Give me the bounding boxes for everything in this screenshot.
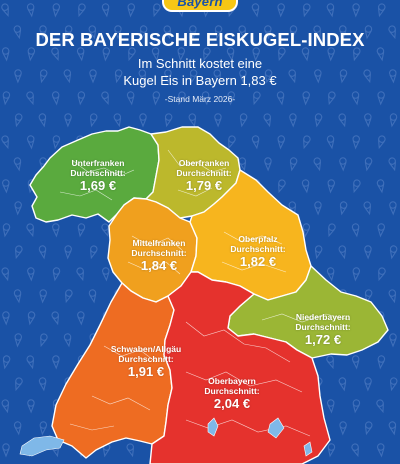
- region-name: Oberfranken: [178, 158, 230, 168]
- region-name: Oberpfalz: [238, 234, 278, 244]
- logo-text: Bayern: [177, 0, 223, 9]
- stand-date: -Stand März 2026-: [164, 94, 236, 104]
- region-name: Niederbayern: [295, 312, 351, 322]
- lake-icon: [19, 417, 313, 457]
- region-name: Oberbayern: [208, 376, 256, 386]
- region-price: 1,69 €: [79, 178, 117, 193]
- region-avg-label: Durchschnitt:: [230, 244, 286, 254]
- region-label-oberfranken: Oberfranken Durchschnitt: 1,79 €: [161, 158, 247, 194]
- region-price: 1,91 €: [127, 364, 165, 379]
- subtitle: Im Schnitt kostet eine Kugel Eis in Baye…: [0, 55, 400, 89]
- region-name: Schwaben/Allgäu: [110, 344, 182, 354]
- region-avg-label: Durchschnitt:: [295, 322, 351, 332]
- region-avg-label: Durchschnitt:: [204, 386, 260, 396]
- region-name: Unterfranken: [71, 158, 125, 168]
- region-price: 1,82 €: [239, 254, 277, 269]
- region-oberbayern[interactable]: [149, 271, 331, 464]
- subtitle-line-2: Kugel Eis in Bayern 1,83 €: [123, 73, 277, 88]
- region-price: 1,79 €: [185, 178, 223, 193]
- region-label-mittelfranken: Mittelfranken Durchschnitt: 1,84 €: [114, 238, 204, 274]
- region-avg-label: Durchschnitt:: [176, 168, 232, 178]
- region-label-oberpfalz: Oberpfalz Durchschnitt: 1,82 €: [216, 234, 300, 270]
- region-label-schwaben: Schwaben/Allgäu Durchschnitt: 1,91 €: [98, 344, 194, 380]
- region-label-unterfranken: Unterfranken Durchschnitt: 1,69 €: [54, 158, 142, 194]
- subtitle-line-1: Im Schnitt kostet eine: [137, 56, 263, 71]
- region-label-oberbayern: Oberbayern Durchschnitt: 2,04 €: [190, 376, 274, 412]
- region-label-niederbayern: Niederbayern Durchschnitt: 1,72 €: [280, 312, 366, 348]
- region-avg-label: Durchschnitt:: [70, 168, 126, 178]
- region-price: 2,04 €: [213, 396, 251, 411]
- region-avg-label: Durchschnitt:: [131, 248, 187, 258]
- page-title: DER BAYERISCHE EISKUGEL-INDEX: [35, 29, 365, 50]
- region-price: 1,72 €: [304, 332, 342, 347]
- bayern-logo: Bayern: [162, 0, 238, 12]
- region-price: 1,84 €: [140, 258, 178, 273]
- region-avg-label: Durchschnitt:: [118, 354, 174, 364]
- region-name: Mittelfranken: [132, 238, 186, 248]
